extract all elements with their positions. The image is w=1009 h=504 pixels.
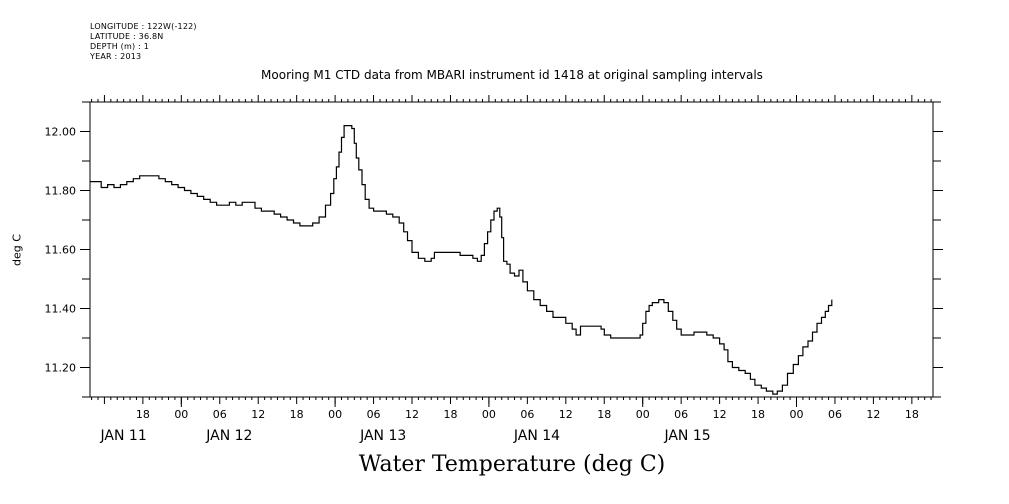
x-tick-label: 18 [905, 408, 919, 421]
x-tick-label: 18 [136, 408, 150, 421]
y-tick-label: 11.40 [45, 303, 77, 316]
x-day-label: JAN 12 [205, 428, 252, 444]
y-tick-label: 12.00 [45, 126, 77, 139]
series-line [90, 125, 833, 395]
x-tick-label: 18 [751, 408, 765, 421]
x-tick-label: 12 [866, 408, 880, 421]
y-tick-label: 11.20 [45, 362, 77, 375]
meta-year: YEAR : 2013 [90, 52, 142, 61]
x-tick-label: 06 [520, 408, 534, 421]
x-tick-label: 06 [213, 408, 227, 421]
x-tick-label: 18 [290, 408, 304, 421]
x-tick-label: 00 [482, 408, 496, 421]
x-tick-label: 06 [674, 408, 688, 421]
x-tick-label: 06 [828, 408, 842, 421]
meta-latitude: LATITUDE : 36.8N [90, 32, 164, 41]
x-tick-label: 18 [597, 408, 611, 421]
x-tick-label: 00 [174, 408, 188, 421]
y-tick-label: 11.60 [45, 244, 77, 257]
x-tick-label: 18 [443, 408, 457, 421]
plot-frame [89, 101, 934, 398]
x-tick-label: 00 [636, 408, 650, 421]
y-axis-label: deg C [10, 234, 24, 266]
y-tick-label: 11.80 [45, 185, 77, 198]
x-day-label: JAN 15 [663, 428, 710, 444]
x-tick-label: 00 [328, 408, 342, 421]
chart-title: Mooring M1 CTD data from MBARI instrumen… [261, 68, 763, 82]
x-day-label: JAN 13 [359, 428, 406, 444]
meta-depth: DEPTH (m) : 1 [90, 42, 149, 51]
x-day-label: JAN 11 [100, 428, 147, 444]
x-tick-label: 12 [559, 408, 573, 421]
x-tick-label: 12 [713, 408, 727, 421]
metadata-block: LONGITUDE : 122W(-122) LATITUDE : 36.8N … [90, 22, 197, 62]
meta-longitude: LONGITUDE : 122W(-122) [90, 22, 197, 31]
x-axis-label: Water Temperature (deg C) [358, 452, 666, 477]
x-day-label: JAN 14 [513, 428, 560, 444]
x-tick-label: 12 [251, 408, 265, 421]
x-tick-label: 12 [405, 408, 419, 421]
x-tick-label: 06 [367, 408, 381, 421]
x-tick-label: 00 [790, 408, 804, 421]
